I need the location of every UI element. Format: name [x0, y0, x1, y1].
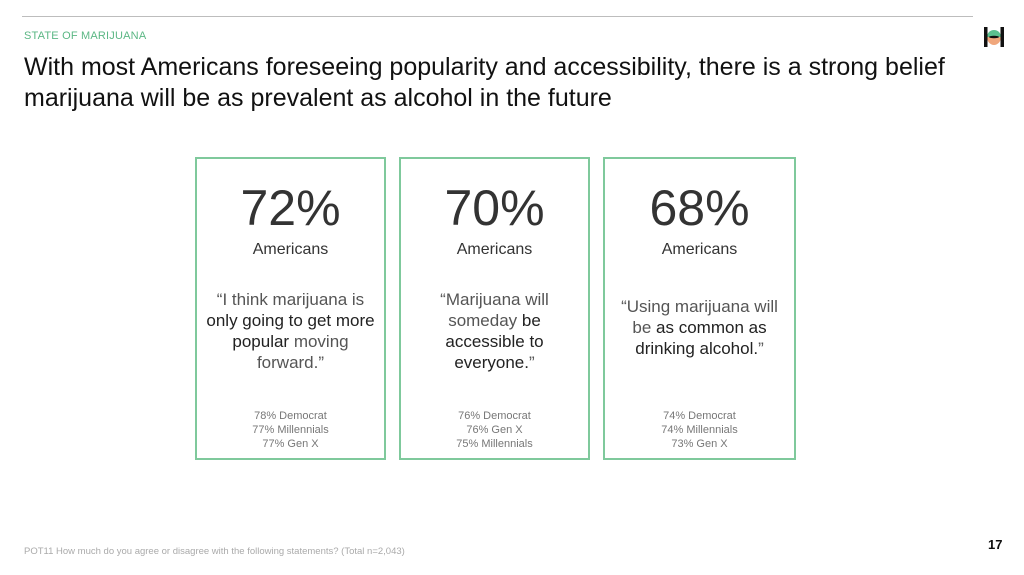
quote-emphasis: be accessible to everyone.	[445, 311, 544, 372]
stat-breakdown: 76% Democrat 76% Gen X 75% Millennials	[401, 409, 588, 451]
brand-logo	[984, 27, 1004, 47]
page-title: With most Americans foreseeing popularit…	[24, 53, 945, 112]
breakdown-item: 74% Democrat	[663, 410, 736, 422]
breakdown-item: 74% Millennials	[661, 424, 738, 436]
breakdown-item: 77% Gen X	[262, 438, 319, 450]
stat-label: Americans	[456, 241, 533, 258]
quote-text: moving forward.”	[256, 332, 349, 372]
stat-quote: “I think marijuana is only going to get …	[205, 289, 376, 373]
stat-card: 72% Americans “I think marijuana is only…	[195, 157, 386, 460]
quote-text: “Marijuana will someday	[440, 290, 549, 330]
stat-label: Americans	[661, 241, 738, 258]
breakdown-item: 73% Gen X	[671, 438, 728, 450]
quote-emphasis: only going to get more popular	[206, 311, 375, 351]
section-kicker: STATE OF MARIJUANA	[24, 30, 147, 42]
stat-breakdown: 78% Democrat 77% Millennials 77% Gen X	[197, 409, 384, 451]
stat-card: 68% Americans “Using marijuana will be a…	[603, 157, 796, 460]
stat-card: 70% Americans “Marijuana will someday be…	[399, 157, 590, 460]
breakdown-item: 75% Millennials	[456, 438, 533, 450]
quote-text: ”	[758, 339, 764, 358]
stat-label: Americans	[252, 241, 329, 258]
stat-percent: 70%	[444, 180, 545, 236]
stat-quote: “Marijuana will someday be accessible to…	[423, 289, 566, 373]
breakdown-item: 76% Democrat	[458, 410, 531, 422]
breakdown-item: 78% Democrat	[254, 410, 327, 422]
top-divider	[22, 16, 973, 17]
footnote: POT11 How much do you agree or disagree …	[24, 546, 405, 557]
stat-percent: 72%	[240, 180, 341, 236]
breakdown-item: 76% Gen X	[466, 424, 523, 436]
stat-percent: 68%	[649, 180, 750, 236]
breakdown-item: 77% Millennials	[252, 424, 329, 436]
quote-text: “I think marijuana is	[216, 290, 365, 309]
stat-breakdown: 74% Democrat 74% Millennials 73% Gen X	[605, 409, 794, 451]
quote-text: “Using marijuana will be	[621, 297, 778, 337]
stat-quote: “Using marijuana will be as common as dr…	[619, 296, 780, 359]
quote-emphasis: as common as drinking alcohol.	[635, 318, 767, 358]
page-number: 17	[988, 537, 1003, 552]
quote-text: ”	[529, 353, 535, 372]
